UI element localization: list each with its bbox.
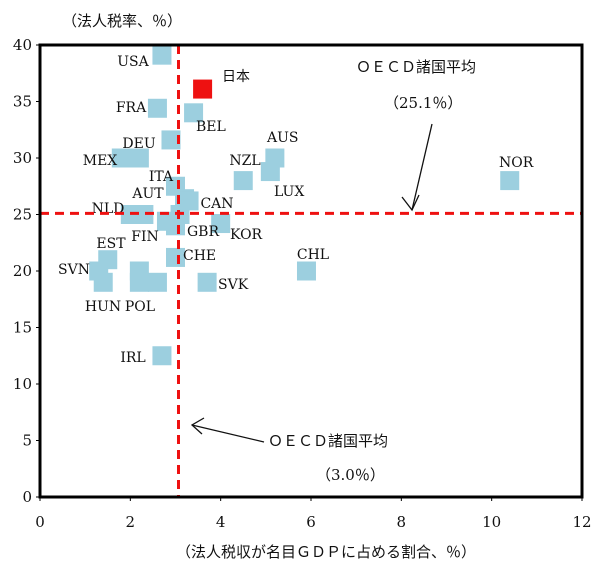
point-marker: [147, 272, 167, 292]
y-tick-label: 20: [13, 262, 32, 280]
x-tick-label: 10: [482, 513, 501, 531]
x-tick-label: 6: [306, 513, 316, 531]
y-tick-label: 15: [13, 319, 32, 337]
x-tick-label: 8: [397, 513, 407, 531]
annotation-mean-tax-revenue-value: （3.0％）: [316, 466, 385, 484]
point-marker: [161, 130, 181, 150]
annotation-mean-tax-revenue: ＯＥＣＤ諸国平均 （3.0％）: [268, 432, 388, 484]
point-marker: [184, 103, 204, 123]
point-marker: [129, 272, 149, 292]
point-label: NZL: [229, 153, 260, 169]
y-tick-label: 35: [13, 93, 32, 111]
point-label: BEL: [196, 119, 226, 135]
point-label: FIN: [131, 229, 159, 245]
point-label: GBR: [187, 224, 219, 240]
point-marker-highlight: [193, 79, 213, 99]
point-label: MEX: [83, 153, 118, 169]
point-label: SVK: [218, 277, 249, 293]
point-marker: [166, 247, 185, 267]
point-marker: [500, 171, 520, 191]
x-tick-label: 0: [35, 513, 45, 531]
annotation-mean-tax-rate: ＯＥＣＤ諸国平均 （25.1％）: [356, 58, 476, 112]
point-marker: [111, 148, 131, 168]
point-marker: [166, 216, 185, 236]
point-label: AUT: [131, 186, 164, 202]
point-marker: [147, 98, 167, 118]
point-marker: [93, 272, 113, 292]
point-label: ITA: [149, 169, 174, 185]
point-label: KOR: [230, 227, 263, 243]
plot-frame: [38, 43, 584, 499]
point-marker: [129, 148, 149, 168]
y-tick-label: 30: [13, 149, 32, 167]
point-marker: [211, 214, 231, 234]
point-label: SVN: [58, 262, 90, 278]
point-marker: [197, 272, 217, 292]
x-tick-label: 4: [216, 513, 226, 531]
point-label: FRA: [116, 100, 147, 116]
point-label: CAN: [200, 196, 233, 212]
x-tick-label: 12: [572, 513, 591, 531]
y-axis-title: （法人税率、％）: [62, 12, 182, 30]
point-label: CHL: [297, 247, 329, 263]
point-marker: [179, 191, 199, 211]
x-axis-title: （法人税収が名目ＧＤＰに占める割合、％）: [176, 543, 476, 561]
point-marker: [152, 346, 172, 366]
y-tick-label: 5: [22, 432, 32, 450]
annotation-mean-tax-rate-value: （25.1％）: [384, 94, 462, 112]
point-marker: [134, 205, 154, 224]
point-label: HUN: [85, 299, 121, 315]
point-label: AUS: [266, 130, 299, 146]
x-tick-label: 2: [126, 513, 136, 531]
annotation-mean-tax-rate-title: ＯＥＣＤ諸国平均: [356, 58, 476, 76]
point-label: 日本: [222, 69, 250, 85]
point-marker: [233, 171, 253, 191]
marks-layer: 0 5 10 15 20 25 30 35 40 0 2 4 6 8 10 12 USA 日本 FRA BEL DEU A…: [13, 36, 592, 531]
point-marker: [296, 261, 316, 281]
point-label: IRL: [120, 350, 145, 366]
point-label: NOR: [499, 155, 534, 171]
point-label: USA: [117, 54, 149, 70]
y-tick-label: 0: [22, 488, 32, 506]
annotation-arrow-mean-tax-rate: [411, 123, 433, 211]
point-marker: [152, 45, 172, 65]
y-tick-label: 25: [13, 206, 32, 224]
annotation-arrowhead-mean-tax-rate: [401, 194, 420, 212]
point-label: EST: [96, 236, 126, 252]
annotation-mean-tax-revenue-title: ＯＥＣＤ諸国平均: [268, 432, 388, 450]
point-label: DEU: [122, 136, 155, 152]
y-tick-label: 10: [13, 375, 32, 393]
point-marker: [260, 162, 280, 182]
point-label: CHE: [183, 248, 216, 264]
annotation-arrowhead-mean-tax-revenue: [190, 417, 205, 435]
y-tick-label: 40: [13, 36, 32, 54]
point-label: LUX: [274, 184, 304, 200]
annotation-arrow-mean-tax-revenue: [191, 424, 265, 443]
point-label: POL: [125, 299, 155, 315]
